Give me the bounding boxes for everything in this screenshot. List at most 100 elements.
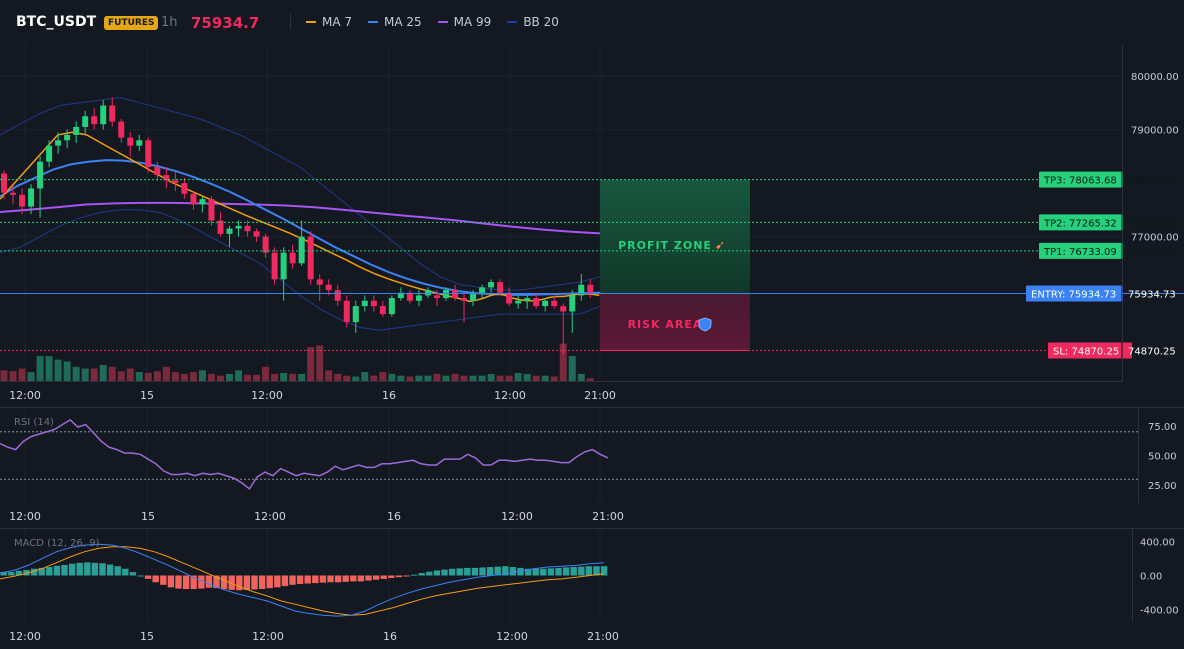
time-axis-label: 15 — [141, 510, 155, 523]
candle-body — [343, 300, 350, 323]
candle-body — [118, 121, 125, 138]
macd-histogram-bar — [152, 575, 159, 583]
macd-histogram-bar — [0, 572, 7, 576]
time-axis-label: 12:00 — [496, 630, 528, 643]
candle-body — [253, 231, 260, 237]
macd-histogram-bar — [319, 575, 327, 583]
macd-histogram-bar — [426, 571, 433, 576]
volume-bar — [496, 375, 504, 381]
legend-swatch — [507, 21, 518, 23]
macd-histogram-bar — [281, 575, 289, 587]
candle-body — [262, 236, 269, 253]
futures-badge: FUTURES — [104, 16, 159, 30]
level-price-entry: 75934.73 — [1128, 290, 1176, 301]
macd-histogram-bar — [357, 575, 365, 582]
volume-bar — [207, 373, 215, 381]
legend-ma25[interactable]: MA 25 — [368, 15, 422, 29]
candle-body — [569, 295, 576, 312]
risk-area-box — [600, 293, 750, 351]
time-axis-label: 12:00 — [251, 389, 283, 402]
volume-bar — [126, 368, 134, 381]
candle-body — [10, 192, 17, 195]
volume-bar — [541, 375, 549, 381]
level-price-tp1: 76733.09 — [1128, 247, 1176, 258]
volume-bar — [460, 375, 468, 381]
volume-bar — [18, 368, 26, 381]
price-axis-label: 77000.00 — [1131, 233, 1179, 244]
price-axis-label: 80000.00 — [1131, 72, 1179, 83]
macd-histogram-bar — [23, 570, 30, 576]
rsi-title: RSI (14) — [14, 417, 54, 428]
volume-bar — [253, 374, 261, 381]
macd-histogram-bar — [137, 575, 144, 577]
time-axis-label: 12:00 — [9, 389, 41, 402]
level-price-tp3: 78063.68 — [1128, 176, 1176, 187]
macd-histogram-bar — [365, 575, 372, 581]
risk-area-label: RISK AREA — [628, 318, 703, 331]
macd-histogram-bar — [471, 567, 479, 576]
level-price-tp2: 77265.32 — [1128, 218, 1176, 229]
zone-labels: PROFIT ZONE ➹ RISK AREA — [618, 238, 725, 332]
macd-histogram-bar — [144, 575, 152, 579]
candle-body — [91, 116, 98, 125]
volume-bar — [325, 370, 333, 381]
macd-histogram-bar — [205, 575, 213, 588]
volume-bar — [478, 375, 486, 381]
legend-bb20[interactable]: BB 20 — [507, 15, 559, 29]
legend-ma99[interactable]: MA 99 — [437, 15, 491, 29]
symbol-label[interactable]: BTC_USDT — [16, 14, 97, 30]
interval-label[interactable]: 1h — [161, 15, 178, 30]
candle-body — [307, 236, 314, 280]
macd-histogram-bar — [228, 575, 235, 590]
macd-histogram-bar — [84, 562, 91, 576]
candle-body — [163, 175, 170, 181]
macd-histogram-bar — [593, 566, 600, 576]
macd-histogram-bar — [258, 575, 266, 590]
candlesticks — [1, 97, 594, 355]
candle-body — [190, 193, 197, 205]
price-axis-label: 79000.00 — [1131, 126, 1179, 137]
macd-histogram-bar — [8, 572, 15, 576]
time-axis-label: 16 — [382, 389, 396, 402]
volume-bar — [532, 375, 540, 381]
level-label-box-sl — [1048, 342, 1132, 359]
time-axis-label: 12:00 — [9, 510, 41, 523]
volume-bar — [63, 361, 71, 381]
volume-bar — [117, 371, 125, 381]
macd-histogram-bar — [517, 567, 524, 576]
candle-body — [587, 284, 594, 293]
legend-swatch — [437, 21, 448, 23]
profit-zone-label: PROFIT ZONE — [618, 239, 712, 252]
macd-histogram-bar — [167, 575, 175, 588]
volume-bar — [262, 366, 270, 381]
volume-bar — [370, 375, 378, 381]
candle-body — [370, 300, 377, 307]
volume-bars — [0, 343, 594, 381]
macd-title: MACD (12, 26, 9) — [14, 538, 100, 549]
time-axis-label: 16 — [383, 630, 397, 643]
macd-histogram-bar — [578, 566, 585, 576]
macd-histogram-bar — [494, 566, 501, 576]
candle-body — [73, 126, 80, 135]
candle-body — [524, 298, 531, 301]
volume-bar — [577, 373, 585, 381]
level-label-box-entry — [1026, 285, 1123, 302]
volume-bar — [307, 347, 315, 381]
volume-bar — [433, 373, 441, 381]
price-level-labels: TP3: 78063.68 78063.68 TP2: 77265.32 77265.… — [1026, 171, 1176, 359]
pane-separators — [0, 44, 1184, 622]
macd-histogram-bar — [251, 575, 258, 590]
volume-bar — [514, 373, 522, 381]
candle-body — [154, 167, 161, 176]
candle-body — [533, 298, 540, 307]
macd-histogram-bar — [220, 575, 228, 590]
macd-histogram-bar — [129, 572, 137, 576]
candle-body — [578, 284, 585, 296]
volume-bar — [505, 375, 513, 381]
volume-bar — [244, 374, 252, 381]
candle-body — [28, 188, 35, 207]
volume-bar — [45, 356, 53, 381]
candle-body — [100, 105, 107, 125]
legend-ma7[interactable]: MA 7 — [306, 15, 352, 29]
